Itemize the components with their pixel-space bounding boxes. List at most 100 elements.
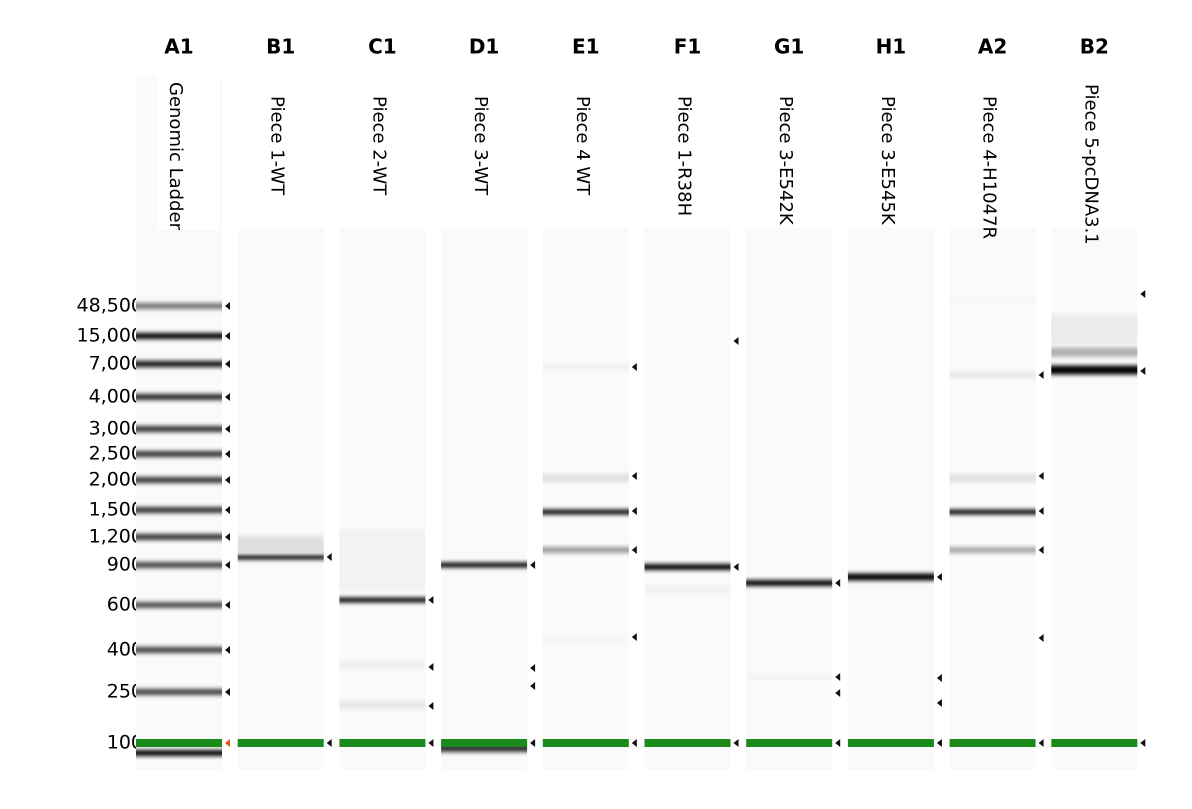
band-marker	[326, 739, 332, 747]
well-label: H1	[876, 35, 907, 59]
lower-marker	[237, 739, 324, 747]
band-marker	[428, 739, 434, 747]
band	[949, 547, 1036, 553]
lane	[1051, 228, 1138, 770]
well-label: A1	[164, 35, 193, 59]
well-label: C1	[368, 35, 397, 59]
size-label: 1,500	[89, 499, 143, 521]
band-marker	[225, 561, 230, 569]
band-marker	[225, 476, 230, 484]
band	[542, 364, 629, 370]
lane-label: Piece 5-pcDNA3.1	[1080, 84, 1101, 245]
band	[644, 586, 731, 594]
size-label: 3,000	[89, 418, 143, 440]
well-label: E1	[572, 35, 600, 59]
lower-marker	[949, 739, 1036, 747]
band	[136, 451, 222, 457]
band-marker	[1038, 634, 1044, 642]
band	[949, 372, 1036, 378]
lane	[237, 228, 324, 770]
band-marker	[1038, 371, 1044, 379]
band-marker	[530, 561, 536, 569]
band-marker	[225, 360, 230, 368]
size-label: 2,500	[89, 443, 143, 465]
well-label: G1	[774, 35, 804, 59]
band	[339, 530, 426, 590]
band	[237, 554, 324, 560]
band-marker	[530, 664, 536, 672]
band	[1051, 347, 1138, 357]
band	[847, 573, 934, 581]
lane-label: Piece 4 WT	[572, 96, 593, 196]
band	[542, 509, 629, 515]
lower-marker	[339, 739, 426, 747]
lower-marker	[1051, 739, 1138, 747]
band	[542, 638, 629, 642]
band-marker	[1140, 739, 1146, 747]
band-marker	[225, 506, 230, 514]
band-marker	[225, 688, 230, 696]
well-label: B2	[1080, 35, 1109, 59]
band-marker	[631, 633, 637, 641]
band-marker	[631, 363, 637, 371]
band-marker	[1038, 472, 1044, 480]
band-marker	[225, 302, 230, 310]
band-marker	[631, 472, 637, 480]
band-marker	[1140, 367, 1146, 375]
lane-label: Piece 3-E542K	[775, 96, 796, 226]
band-marker	[835, 689, 841, 697]
well-label: B1	[266, 35, 295, 59]
size-label: 7,000	[89, 353, 143, 375]
size-label: 250	[107, 681, 143, 703]
band	[136, 689, 222, 695]
band	[542, 474, 629, 482]
lane-label: Piece 1-WT	[267, 96, 288, 196]
lane	[746, 228, 833, 770]
band	[136, 602, 222, 608]
band-marker	[530, 682, 536, 690]
band-marker	[936, 699, 942, 707]
lane-label: Piece 4-H1047R	[979, 96, 1000, 239]
band	[136, 562, 222, 568]
well-label: D1	[469, 35, 500, 59]
size-label: 900	[107, 554, 143, 576]
band	[949, 297, 1036, 303]
band-marker	[428, 663, 434, 671]
band-marker	[733, 739, 739, 747]
band-marker	[428, 702, 434, 710]
size-label: 1,200	[89, 526, 143, 548]
well-label: A2	[978, 35, 1007, 59]
lane	[441, 228, 528, 770]
band	[339, 662, 426, 668]
lower-marker	[644, 739, 731, 747]
band	[136, 426, 222, 432]
size-label: 100	[107, 732, 143, 754]
band	[949, 474, 1036, 482]
band-marker	[835, 673, 841, 681]
lower-marker	[746, 739, 833, 747]
band-marker	[1038, 546, 1044, 554]
lower-marker	[542, 739, 629, 747]
band-marker	[1038, 507, 1044, 515]
band-marker	[1038, 739, 1044, 747]
lane-label: Piece 1-R38H	[674, 96, 695, 216]
band-marker	[733, 337, 739, 345]
band-marker	[936, 739, 942, 747]
lane	[847, 228, 934, 770]
band	[136, 507, 222, 513]
band	[1051, 365, 1138, 375]
band	[542, 547, 629, 553]
lane-label: Piece 2-WT	[368, 96, 389, 196]
band	[136, 361, 222, 367]
band	[136, 303, 222, 309]
lane	[949, 228, 1036, 770]
band-marker	[936, 573, 942, 581]
band-marker	[225, 601, 230, 609]
band	[136, 647, 222, 653]
band-marker	[326, 553, 332, 561]
well-label: F1	[674, 35, 702, 59]
lane-label: Piece 3-WT	[470, 96, 491, 196]
band-marker	[631, 546, 637, 554]
size-label: 400	[107, 639, 143, 661]
